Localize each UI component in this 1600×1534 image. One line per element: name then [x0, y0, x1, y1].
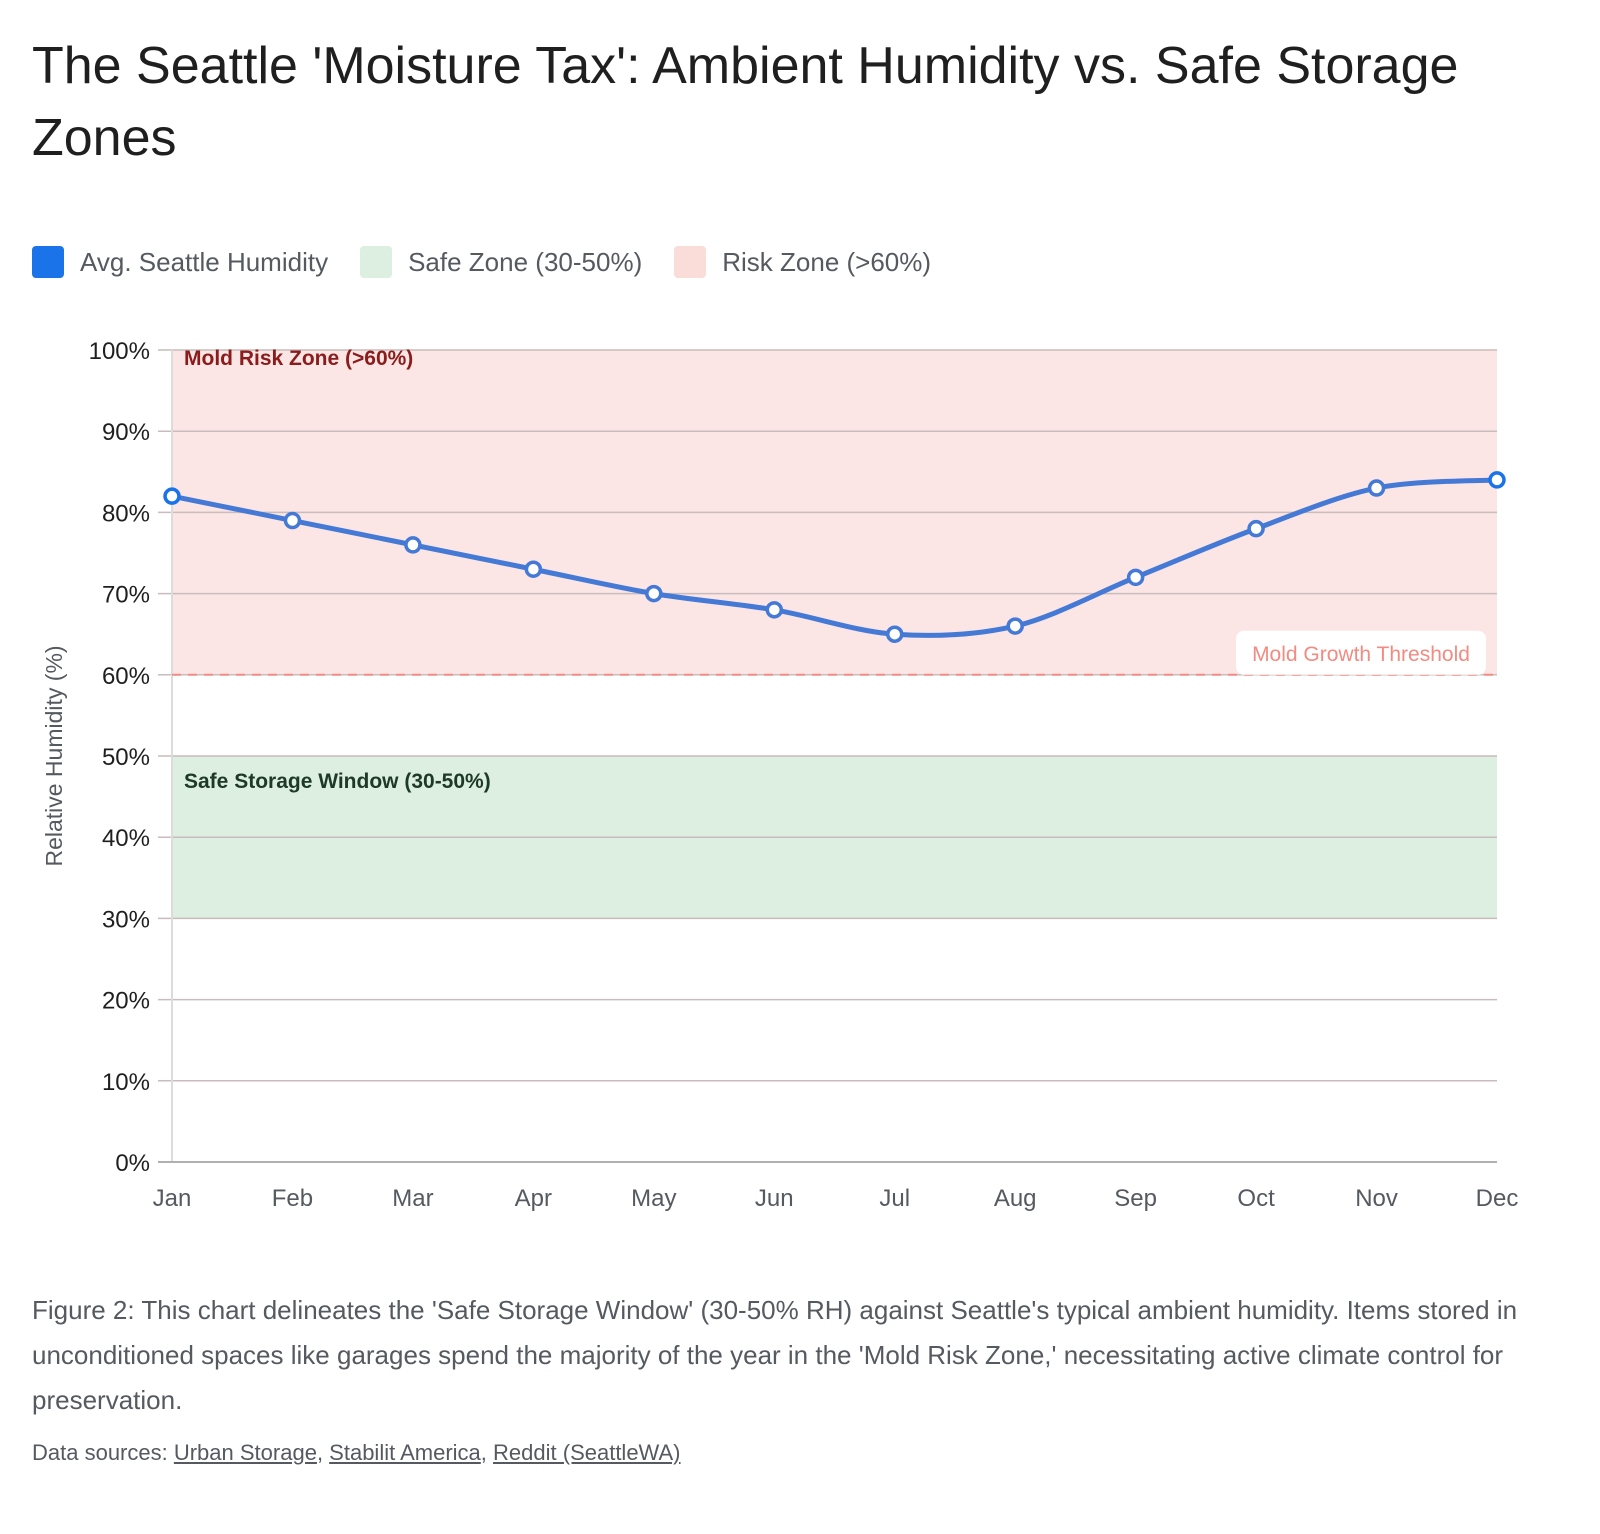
y-tick-label: 0%	[115, 1150, 150, 1177]
chart-title: The Seattle 'Moisture Tax': Ambient Humi…	[32, 37, 1459, 167]
y-tick-label: 80%	[102, 500, 150, 527]
x-tick-label: Oct	[1237, 1185, 1275, 1212]
data-point-jan	[163, 487, 181, 505]
sources-prefix: Data sources:	[32, 1440, 174, 1465]
x-tick-label: Feb	[272, 1185, 313, 1212]
legend-label-humidity: Avg. Seattle Humidity	[80, 246, 329, 277]
data-point-mar	[404, 536, 422, 554]
source-link-stabilit-america[interactable]: Stabilit America	[329, 1440, 481, 1465]
y-tick-label: 10%	[102, 1069, 150, 1096]
data-point-feb	[283, 511, 302, 530]
y-tick-label: 30%	[102, 906, 150, 933]
threshold-label-background	[1236, 630, 1486, 675]
y-tick-label: 70%	[102, 582, 150, 609]
x-tick-label: Jul	[879, 1185, 910, 1212]
data-point-jun	[765, 601, 784, 619]
legend-swatch-risk-zone	[674, 246, 707, 278]
y-axis-label: Relative Humidity (%)	[41, 645, 67, 866]
x-tick-label: Apr	[515, 1185, 552, 1212]
figure-caption: Figure 2: This chart delineates the 'Saf…	[32, 1295, 1518, 1415]
x-tick-label: Sep	[1114, 1185, 1157, 1212]
legend-label-risk-zone: Risk Zone (>60%)	[722, 246, 932, 277]
x-tick-label: May	[631, 1185, 676, 1212]
threshold-label: Mold Growth Threshold	[1252, 643, 1470, 666]
x-tick-label: Mar	[392, 1185, 433, 1212]
legend-item-humidity[interactable]: Avg. Seattle Humidity	[32, 246, 328, 278]
data-point-oct	[1247, 519, 1265, 538]
legend-swatch-safe-zone	[360, 246, 393, 278]
legend-label-safe-zone: Safe Zone (30-50%)	[408, 246, 643, 277]
data-point-apr	[524, 560, 543, 578]
risk-zone-label: Mold Risk Zone (>60%)	[184, 347, 413, 370]
data-point-aug	[1006, 617, 1024, 635]
x-tick-label: Jun	[755, 1185, 794, 1212]
legend: Avg. Seattle Humidity Safe Zone (30-50%)…	[32, 246, 963, 278]
x-tick-label: Aug	[994, 1185, 1037, 1212]
x-tick-label: Dec	[1476, 1185, 1519, 1212]
data-point-may	[645, 584, 663, 603]
line-chart: 0% 10% 20% 30% 40% 50% 60% 70% 80% 90% 100% Jan Feb M…	[41, 338, 1519, 1212]
legend-item-risk-zone[interactable]: Risk Zone (>60%)	[674, 246, 931, 278]
data-point-jul	[885, 625, 904, 643]
y-tick-label: 100%	[89, 338, 150, 365]
data-sources: Data sources: Urban Storage, Stabilit Am…	[32, 1440, 681, 1465]
legend-item-safe-zone[interactable]: Safe Zone (30-50%)	[360, 246, 642, 278]
y-tick-label: 90%	[102, 419, 150, 446]
source-link-urban-storage[interactable]: Urban Storage	[173, 1440, 317, 1465]
data-point-sep	[1126, 568, 1145, 587]
x-tick-label: Jan	[153, 1185, 192, 1212]
y-tick-label: 50%	[102, 744, 150, 771]
source-link-reddit[interactable]: Reddit (SeattleWA)	[493, 1440, 681, 1465]
safe-zone-label: Safe Storage Window (30-50%)	[184, 770, 491, 793]
y-tick-label: 60%	[102, 663, 150, 690]
legend-swatch-humidity	[32, 246, 64, 278]
data-point-nov	[1367, 479, 1386, 497]
data-point-dec	[1488, 471, 1506, 489]
series-line-humidity	[171, 477, 1498, 638]
y-tick-label: 20%	[102, 988, 150, 1015]
x-tick-label: Nov	[1355, 1185, 1398, 1212]
y-tick-label: 40%	[102, 825, 150, 852]
